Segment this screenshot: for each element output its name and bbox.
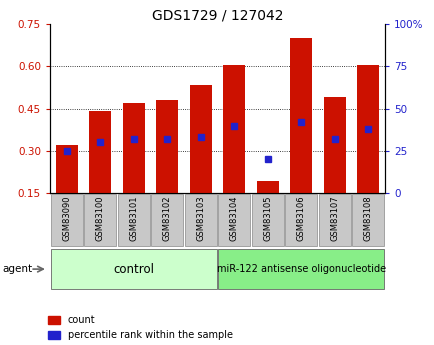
Bar [289, 38, 312, 193]
Bar [56, 145, 78, 193]
Text: GSM83105: GSM83105 [263, 196, 272, 241]
Bar [218, 249, 383, 289]
Text: agent: agent [2, 264, 32, 274]
Bar [51, 249, 216, 289]
Bar [184, 194, 216, 246]
Bar [285, 194, 316, 246]
Text: GSM83103: GSM83103 [196, 196, 205, 241]
Bar [156, 100, 178, 193]
Bar [318, 194, 350, 246]
Bar [256, 180, 278, 193]
Bar [118, 194, 149, 246]
Bar [189, 85, 211, 193]
Bar [251, 194, 283, 246]
Bar [89, 111, 111, 193]
Bar [84, 194, 116, 246]
Text: GSM83100: GSM83100 [95, 196, 105, 241]
Title: GDS1729 / 127042: GDS1729 / 127042 [151, 9, 283, 23]
Text: GSM83108: GSM83108 [363, 196, 372, 241]
Bar [151, 194, 183, 246]
Bar [122, 103, 145, 193]
Text: GSM83106: GSM83106 [296, 196, 305, 241]
Bar [356, 65, 378, 193]
Bar [51, 194, 82, 246]
Text: GSM83090: GSM83090 [62, 196, 71, 241]
Text: GSM83102: GSM83102 [162, 196, 171, 241]
Bar [223, 65, 245, 193]
Legend: count, percentile rank within the sample: count, percentile rank within the sample [48, 315, 232, 340]
Text: GSM83107: GSM83107 [329, 196, 339, 241]
Text: GSM83101: GSM83101 [129, 196, 138, 241]
Bar [323, 97, 345, 193]
Bar [218, 194, 250, 246]
Text: GSM83104: GSM83104 [229, 196, 238, 241]
Text: miR-122 antisense oligonucleotide: miR-122 antisense oligonucleotide [216, 264, 385, 274]
Bar [352, 194, 383, 246]
Text: control: control [113, 263, 154, 276]
